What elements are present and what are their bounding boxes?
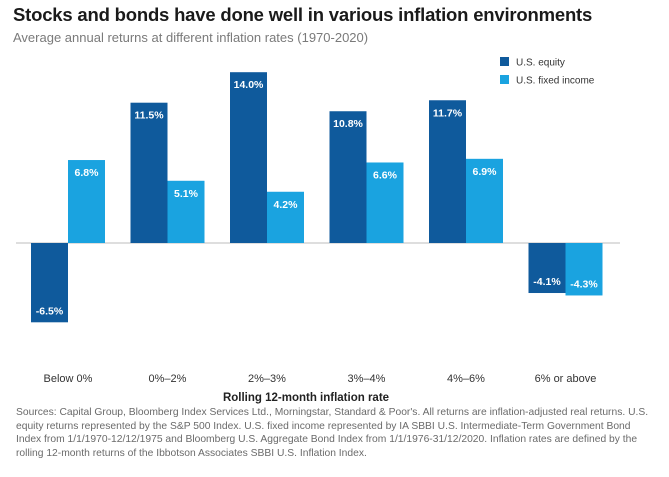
u-s-fixed-income-bar	[366, 162, 404, 243]
u-s-equity-value-label: 14.0%	[234, 79, 264, 91]
u-s-equity-bar	[329, 111, 367, 244]
x-axis-title: Rolling 12-month inflation rate	[223, 392, 389, 404]
chart-subtitle: Average annual returns at different infl…	[13, 30, 369, 45]
u-s-equity-value-label: 11.5%	[134, 110, 164, 122]
u-s-fixed-income-bar	[267, 191, 304, 243]
u-s-equity-value-label: 11.7%	[433, 107, 463, 119]
legend-swatch	[500, 75, 509, 84]
x-tick-label: 2%–3%	[248, 373, 286, 385]
u-s-equity-value-label: 10.8%	[333, 118, 363, 130]
u-s-equity-value-label: -4.1%	[533, 276, 561, 288]
u-s-fixed-income-bar	[565, 243, 603, 296]
x-tick-label: 3%–4%	[348, 373, 386, 385]
x-tick-label: 6% or above	[535, 373, 597, 385]
x-tick-label: Below 0%	[44, 373, 93, 385]
legend-label: U.S. equity	[516, 58, 565, 69]
u-s-fixed-income-value-label: 6.6%	[373, 169, 398, 181]
x-tick-label: 4%–6%	[447, 373, 485, 385]
u-s-fixed-income-value-label: 6.9%	[473, 166, 498, 178]
u-s-fixed-income-value-label: 4.2%	[274, 199, 299, 211]
u-s-fixed-income-value-label: -4.3%	[570, 278, 598, 290]
chart-title: Stocks and bonds have done well in vario…	[13, 4, 593, 25]
u-s-equity-bar	[31, 243, 68, 323]
u-s-equity-bar	[130, 102, 168, 243]
u-s-equity-value-label: -6.5%	[36, 305, 64, 317]
u-s-fixed-income-bar	[466, 158, 503, 243]
u-s-fixed-income-bar	[167, 180, 205, 243]
legend-label: U.S. fixed income	[516, 76, 595, 87]
sources-note: Sources: Capital Group, Bloomberg Index …	[16, 406, 656, 460]
u-s-fixed-income-value-label: 5.1%	[174, 188, 199, 200]
x-tick-label: 0%–2%	[149, 373, 187, 385]
u-s-fixed-income-bar	[68, 160, 105, 243]
sources-text: Sources: Capital Group, Bloomberg Index …	[16, 407, 649, 459]
u-s-fixed-income-value-label: 6.8%	[75, 167, 100, 179]
legend-swatch	[500, 57, 509, 66]
u-s-equity-bar	[230, 72, 267, 243]
u-s-equity-bar	[528, 243, 566, 294]
u-s-equity-bar	[429, 100, 466, 243]
